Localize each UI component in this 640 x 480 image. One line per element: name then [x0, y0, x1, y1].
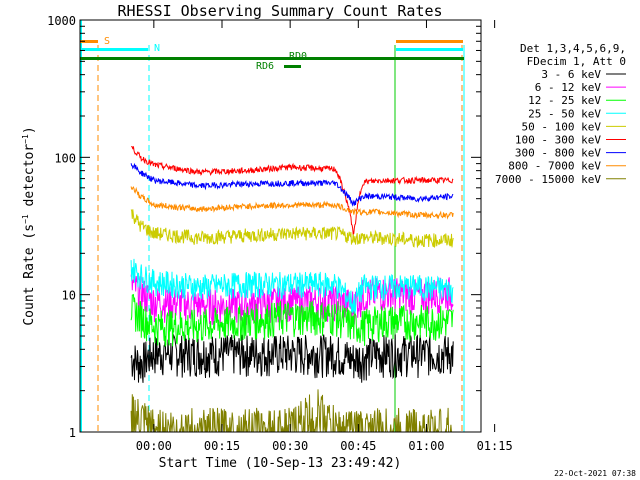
- chart-title: RHESSI Observing Summary Count Rates: [117, 2, 442, 20]
- series-line: [130, 389, 454, 433]
- legend-entry-label: 7000 - 15000 keV: [495, 173, 601, 186]
- saa-bar-left: [80, 40, 98, 43]
- y-tick-label: 1: [69, 426, 76, 440]
- legend-entry-label: 6 - 12 keV: [535, 81, 602, 94]
- y-tick-label: 1000: [47, 14, 76, 28]
- series-line: [130, 209, 454, 249]
- legend: Det 1,3,4,5,6,9, FDecim 1, Att 0 3 - 6 k…: [495, 42, 626, 186]
- night-bar-left: [82, 48, 148, 51]
- ticks-layer: 00:00 00:15 00:30 00:45 01:00 01:15 1 10 100 1000: [47, 14, 513, 453]
- y-tick-label: 100: [54, 151, 76, 165]
- y-axis-label: Count Rate (s−1 detector−1): [21, 126, 37, 325]
- x-tick-label: 01:15: [477, 439, 513, 453]
- y-axis-label-exp1: −1: [21, 214, 30, 224]
- series-layer: [130, 146, 454, 433]
- x-tick-label: 00:30: [272, 439, 308, 453]
- rd0-bar: [80, 57, 464, 60]
- x-axis-label: Start Time (10-Sep-13 23:49:42): [159, 456, 402, 471]
- series-line: [130, 186, 454, 220]
- generated-timestamp: 22-Oct-2021 07:38: [554, 469, 636, 478]
- series-line: [130, 162, 454, 207]
- series-line: [130, 272, 454, 326]
- night-band-left: [80, 20, 82, 432]
- flag-label-n: N: [154, 43, 160, 54]
- rd6-bar: [284, 65, 301, 68]
- flag-label-rd6: RD6: [256, 61, 274, 72]
- legend-entry-label: 25 - 50 keV: [528, 107, 601, 120]
- series-line: [130, 333, 454, 383]
- plot-frame: [79, 19, 482, 433]
- y-axis-label-end: ): [22, 126, 37, 134]
- night-bar-right: [396, 48, 463, 51]
- series-line: [131, 146, 454, 235]
- legend-entry-label: 300 - 800 keV: [515, 147, 601, 160]
- legend-entry-label: 800 - 7000 keV: [508, 160, 601, 173]
- series-line: [130, 293, 454, 348]
- y-axis-label-exp2: −1: [21, 134, 30, 144]
- series-line: [130, 258, 454, 314]
- legend-entry-label: 12 - 25 keV: [528, 94, 601, 107]
- y-axis-label-main: Count Rate (s: [22, 224, 37, 326]
- y-tick-label: 10: [62, 289, 76, 303]
- x-tick-label: 00:45: [340, 439, 376, 453]
- x-tick-label: 01:00: [408, 439, 444, 453]
- axes-layer: [79, 19, 482, 433]
- saa-bar-right: [396, 40, 463, 43]
- x-tick-label: 00:00: [136, 439, 172, 453]
- legend-entry-label: 3 - 6 keV: [541, 68, 601, 81]
- flag-label-rd0: RD0: [289, 51, 307, 62]
- x-tick-label: 00:15: [204, 439, 240, 453]
- legend-entry-label: 50 - 100 keV: [522, 120, 602, 133]
- flag-label-s: S: [104, 36, 110, 47]
- y-axis-label-mid: detector: [22, 144, 37, 215]
- legend-entry-label: 100 - 300 keV: [515, 134, 601, 147]
- legend-header-line2: FDecim 1, Att 0: [527, 55, 626, 68]
- legend-header-line1: Det 1,3,4,5,6,9,: [520, 42, 626, 55]
